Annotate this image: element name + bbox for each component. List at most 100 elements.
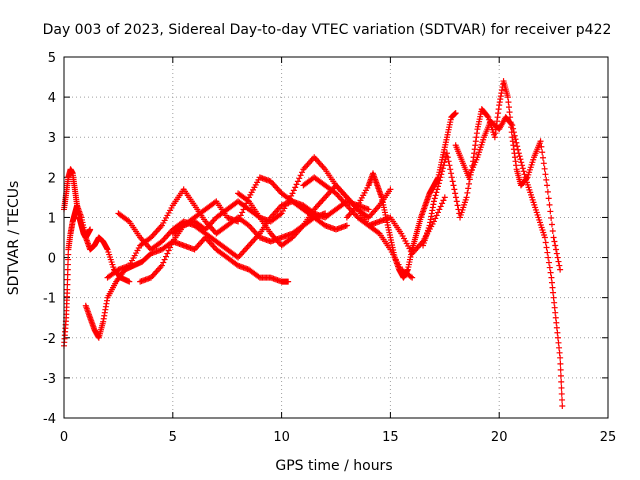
x-tick-label: 10	[273, 430, 290, 445]
data-point	[430, 218, 437, 225]
data-point	[439, 200, 446, 207]
series-arc-c	[82, 234, 292, 341]
data-point	[557, 354, 564, 361]
data-point	[124, 217, 131, 224]
grid-lines	[64, 57, 608, 418]
data-point	[552, 314, 559, 321]
data-point	[548, 214, 555, 221]
data-point	[557, 360, 564, 367]
data-point	[559, 396, 566, 403]
data-point	[443, 150, 450, 157]
data-point	[293, 181, 300, 188]
data-point	[558, 384, 565, 391]
data-point	[505, 99, 512, 106]
data-point	[520, 168, 527, 175]
series-arc-h	[235, 182, 416, 281]
data-point	[521, 171, 528, 178]
data-point	[255, 273, 262, 280]
data-point	[541, 165, 548, 172]
data-point	[211, 199, 218, 206]
data-point	[543, 244, 550, 251]
data-point	[517, 156, 524, 163]
data-point	[553, 319, 560, 326]
series-arc-k	[420, 78, 564, 273]
data-point	[546, 264, 553, 271]
data-point	[466, 180, 473, 187]
data-point	[539, 154, 546, 161]
data-point	[387, 186, 394, 193]
data-point	[450, 182, 457, 189]
data-point	[514, 146, 521, 153]
data-point	[544, 188, 551, 195]
data-point	[446, 162, 453, 169]
data-point	[508, 121, 515, 128]
data-point	[548, 274, 555, 281]
data-point	[87, 226, 94, 233]
y-tick-label: 1	[48, 211, 56, 226]
data-point	[430, 198, 437, 205]
data-point	[555, 339, 562, 346]
data-point	[515, 150, 522, 157]
data-point	[551, 238, 558, 245]
data-point	[547, 269, 554, 276]
axis-ticks: 0 5 10 15 20 25 -4 -3 -2 -1 0 1 2 3 4 5	[43, 51, 616, 445]
data-point	[549, 284, 556, 291]
y-tick-label: 4	[48, 91, 56, 106]
data-point	[165, 247, 172, 254]
x-axis-label: GPS time / hours	[275, 458, 392, 474]
data-point	[285, 278, 292, 285]
data-point	[439, 165, 446, 172]
data-point	[65, 256, 72, 263]
data-point	[553, 250, 560, 257]
data-point	[453, 198, 460, 205]
data-points	[61, 78, 566, 409]
data-point	[556, 349, 563, 356]
data-point	[435, 183, 441, 190]
data-point	[343, 222, 350, 229]
y-tick-label: -4	[43, 412, 56, 427]
data-point	[439, 168, 446, 175]
data-point	[437, 203, 444, 210]
y-tick-label: -3	[43, 372, 56, 387]
data-point	[553, 246, 560, 253]
data-point	[557, 372, 564, 379]
data-point	[448, 174, 455, 181]
data-point	[557, 366, 564, 373]
data-point	[64, 271, 71, 278]
data-point	[542, 171, 549, 178]
x-tick-label: 20	[491, 430, 508, 445]
y-tick-label: 3	[48, 131, 56, 146]
data-point	[541, 234, 548, 241]
data-point	[64, 266, 71, 273]
data-point	[64, 281, 71, 288]
data-point	[432, 192, 439, 199]
data-point	[409, 274, 416, 281]
data-point	[437, 174, 444, 181]
data-point	[375, 229, 382, 236]
data-point	[449, 178, 456, 185]
y-tick-label: -1	[43, 292, 56, 307]
data-point	[554, 329, 561, 336]
data-point	[440, 197, 447, 204]
data-point	[558, 390, 565, 397]
data-point	[514, 143, 521, 150]
y-tick-label: -2	[43, 332, 56, 347]
data-point	[432, 215, 439, 222]
data-point	[537, 138, 544, 145]
data-point	[509, 122, 516, 129]
data-point	[444, 154, 451, 161]
data-point	[519, 162, 526, 169]
data-point	[445, 158, 452, 165]
data-point	[447, 166, 454, 173]
data-point	[158, 262, 165, 269]
data-point	[545, 195, 552, 202]
data-point	[550, 234, 557, 241]
data-point	[552, 242, 559, 249]
data-point	[558, 378, 565, 385]
y-tick-label: 5	[48, 51, 56, 66]
data-point	[465, 185, 472, 192]
data-point	[433, 189, 440, 196]
series-arc-l	[452, 114, 566, 409]
data-point	[438, 171, 445, 178]
chart-title: Day 003 of 2023, Sidereal Day-to-day VTE…	[43, 22, 612, 38]
